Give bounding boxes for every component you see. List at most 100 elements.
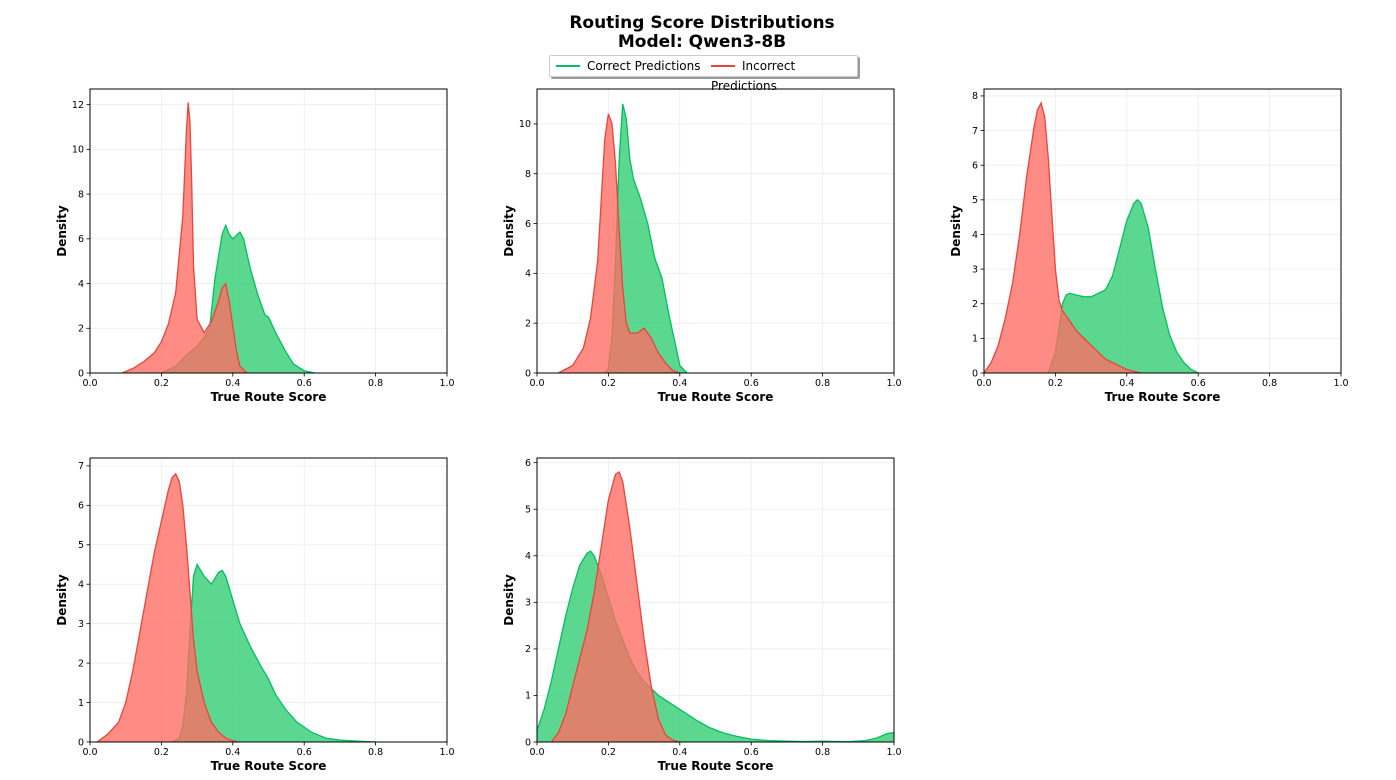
- y-tick-label: 0: [525, 368, 531, 379]
- y-tick-label: 1: [78, 698, 84, 709]
- x-tick-label: 0.8: [368, 378, 383, 389]
- y-tick-label: 8: [78, 189, 84, 200]
- y-tick-label: 4: [972, 230, 978, 241]
- x-axis-label: True Route Score: [211, 390, 327, 404]
- density-area-incorrect: [122, 102, 248, 374]
- x-tick-label: 0.2: [154, 378, 169, 389]
- y-axis-label: Density: [55, 205, 69, 257]
- figure-title: Routing Score Distributions Model: Qwen3…: [0, 14, 1396, 52]
- x-tick-label: 1.0: [886, 747, 901, 758]
- axes-frame: [89, 88, 448, 374]
- y-tick-label: 3: [78, 619, 84, 630]
- y-tick-label: 6: [972, 160, 978, 171]
- subplot-2: 0.0 0.2 0.4 0.6 0.8 1.0 0 2 4 6 8 10 True Route Scor…: [502, 88, 902, 404]
- x-axis-label: True Route Score: [658, 759, 774, 773]
- density-line-correct: [1047, 198, 1199, 374]
- x-tick-label: 0.6: [297, 378, 312, 389]
- y-tick-label: 7: [78, 461, 84, 472]
- subplot-5: 0.0 0.2 0.4 0.6 0.8 1.0 0 1 2 3 4 5 6 True Route Scor…: [502, 457, 902, 773]
- x-tick-label: 1.0: [886, 378, 901, 389]
- x-tick-label: 1.0: [1333, 378, 1348, 389]
- density-line-incorrect: [121, 102, 248, 374]
- y-tick-label: 3: [525, 598, 531, 609]
- y-axis-label: Density: [502, 205, 516, 257]
- y-tick-label: 0: [78, 737, 84, 748]
- x-tick-label: 0.8: [368, 747, 383, 758]
- x-tick-label: 0.4: [225, 378, 240, 389]
- axes-frame: [983, 88, 1342, 374]
- density-area-correct: [172, 564, 376, 742]
- legend-swatch-incorrect: [711, 64, 735, 67]
- y-tick-label: 6: [78, 234, 84, 245]
- x-axis-label: True Route Score: [658, 390, 774, 404]
- y-tick-label: 12: [72, 100, 84, 111]
- x-tick-label: 0.0: [82, 747, 97, 758]
- x-tick-label: 0.0: [976, 378, 991, 389]
- legend: Correct Predictions Incorrect Prediction…: [549, 55, 858, 93]
- x-tick-label: 0.4: [1119, 378, 1134, 389]
- y-tick-label: 2: [78, 324, 84, 335]
- y-tick-label: 2: [78, 658, 84, 669]
- x-tick-label: 0.2: [154, 747, 169, 758]
- x-tick-label: 1.0: [439, 378, 454, 389]
- legend-swatch-correct: [556, 64, 580, 67]
- density-line-incorrect: [96, 472, 241, 743]
- y-tick-label: 5: [972, 195, 978, 206]
- x-tick-label: 1.0: [439, 747, 454, 758]
- y-tick-label: 6: [525, 458, 531, 469]
- x-tick-label: 0.2: [1048, 378, 1063, 389]
- x-tick-label: 0.6: [1191, 378, 1206, 389]
- y-tick-label: 4: [78, 580, 84, 591]
- y-tick-label: 0: [78, 368, 84, 379]
- y-tick-label: 0: [972, 368, 978, 379]
- y-tick-label: 2: [525, 644, 531, 655]
- y-tick-label: 2: [972, 299, 978, 310]
- x-tick-label: 0.8: [815, 747, 830, 758]
- y-tick-label: 5: [78, 540, 84, 551]
- density-area-incorrect: [558, 113, 680, 374]
- subplot-4: 0.0 0.2 0.4 0.6 0.8 1.0 0 1 2 3 4 5 6 7 True Route Sco…: [55, 457, 455, 773]
- y-tick-label: 1: [525, 691, 531, 702]
- figure-title-line-1: Routing Score Distributions: [569, 13, 835, 33]
- x-axis-label: True Route Score: [1105, 390, 1221, 404]
- legend-label-correct: Correct Predictions: [587, 59, 701, 73]
- x-tick-label: 0.6: [744, 747, 759, 758]
- x-tick-label: 0.8: [1262, 378, 1277, 389]
- density-area-incorrect: [551, 472, 680, 742]
- density-line-correct: [536, 550, 895, 743]
- density-area-incorrect: [97, 473, 240, 742]
- axes-frame: [89, 457, 448, 743]
- x-tick-label: 0.8: [815, 378, 830, 389]
- density-area-incorrect: [984, 102, 1142, 374]
- x-tick-label: 0.0: [82, 378, 97, 389]
- y-tick-label: 4: [78, 279, 84, 290]
- y-tick-label: 4: [525, 269, 531, 280]
- x-tick-label: 0.4: [672, 378, 687, 389]
- subplot-1: 0.0 0.2 0.4 0.6 0.8 1.0 0 2 4 6 8 10 12 True Route Sc…: [55, 88, 455, 404]
- y-tick-label: 1: [972, 334, 978, 345]
- x-axis-label: True Route Score: [211, 759, 327, 773]
- y-axis-label: Density: [949, 205, 963, 257]
- figure-title-line-2: Model: Qwen3-8B: [617, 32, 787, 52]
- x-tick-label: 0.0: [529, 378, 544, 389]
- x-tick-label: 0.2: [601, 747, 616, 758]
- y-tick-label: 0: [525, 737, 531, 748]
- x-tick-label: 0.6: [744, 378, 759, 389]
- x-tick-label: 0.4: [225, 747, 240, 758]
- y-tick-label: 2: [525, 318, 531, 329]
- y-tick-label: 3: [972, 264, 978, 275]
- y-tick-label: 8: [972, 91, 978, 102]
- axes-frame: [536, 457, 895, 743]
- density-line-incorrect: [558, 113, 681, 374]
- x-tick-label: 0.4: [672, 747, 687, 758]
- density-area-correct: [161, 225, 315, 373]
- y-tick-label: 8: [525, 169, 531, 180]
- y-tick-label: 4: [525, 551, 531, 562]
- y-tick-label: 6: [78, 501, 84, 512]
- density-line-incorrect: [983, 101, 1142, 374]
- y-tick-label: 10: [72, 145, 84, 156]
- y-axis-label: Density: [502, 574, 516, 626]
- y-tick-label: 5: [525, 505, 531, 516]
- axes-frame: [536, 88, 895, 374]
- x-tick-label: 0.6: [297, 747, 312, 758]
